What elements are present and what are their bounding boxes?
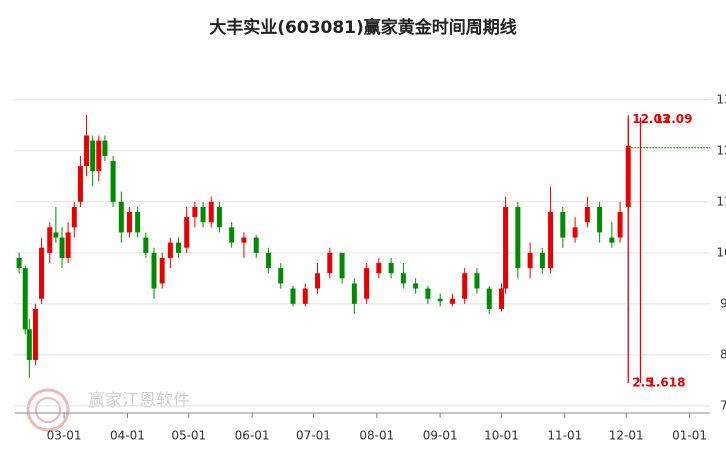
candle-body <box>16 257 22 269</box>
candle-body <box>572 227 578 238</box>
watermark-logo-inner <box>35 397 61 423</box>
candle-body <box>515 206 521 269</box>
x-tick-label: 07-01 <box>296 429 331 443</box>
candle-body <box>135 212 141 233</box>
candle-body <box>339 252 345 279</box>
candle-body <box>59 237 65 258</box>
watermark: 赢家江恩软件 <box>26 388 190 432</box>
candle-body <box>96 140 102 172</box>
candle-body <box>609 237 615 243</box>
candle-body <box>315 273 321 289</box>
candle-body <box>22 268 28 330</box>
candle-body <box>376 263 382 274</box>
candle-body <box>327 252 333 274</box>
candle-body <box>26 329 32 360</box>
x-tick-label: 03-01 <box>47 429 82 443</box>
y-tick-label: 13 <box>716 92 726 106</box>
y-tick-label: 8 <box>720 347 726 361</box>
x-tick-label: 10-01 <box>484 429 519 443</box>
y-tick-label: 10 <box>716 245 726 259</box>
candle-body <box>351 283 357 304</box>
candle-body <box>425 288 431 299</box>
x-tick-label: 11-01 <box>547 429 582 443</box>
chart-title: 大丰实业(603081)赢家黄金时间周期线 <box>209 17 517 38</box>
candle-body <box>449 298 455 304</box>
y-tick-label: 9 <box>720 296 726 310</box>
candle-body <box>126 212 132 233</box>
candle-body <box>253 237 259 253</box>
watermark-text: 赢家江恩软件 <box>88 391 190 411</box>
watermark-logo <box>26 388 70 432</box>
candle-body <box>486 288 492 309</box>
candle-body <box>71 206 77 228</box>
candle-body <box>102 140 108 156</box>
x-tick-label: 08-01 <box>359 429 394 443</box>
candle-body <box>474 273 480 289</box>
cycle-bottom-label: 1.618 <box>648 375 686 389</box>
candle-body <box>229 227 235 243</box>
candle-body <box>597 206 603 233</box>
candle-body <box>364 268 370 299</box>
candle-body <box>184 217 190 248</box>
cycle-top-label: 12.03 <box>632 112 670 126</box>
candle-body <box>617 212 623 238</box>
candle-body <box>159 257 165 284</box>
candle-body <box>527 252 533 269</box>
candle-body <box>400 273 406 284</box>
candle-body <box>503 206 509 289</box>
y-tick-label: 7 <box>720 398 726 412</box>
candle-body <box>32 308 38 360</box>
candle-body <box>499 288 504 309</box>
candle-body <box>302 288 308 304</box>
candle-body <box>290 288 296 304</box>
candle-body <box>151 252 157 289</box>
candle-body <box>176 242 182 253</box>
candle-body <box>539 252 545 269</box>
candle-body <box>90 140 96 172</box>
candle-body <box>53 232 59 238</box>
candle-body <box>47 227 53 253</box>
x-tick-label: 04-01 <box>110 429 145 443</box>
candle-body <box>208 201 214 223</box>
candle-body <box>388 263 394 274</box>
candle-body <box>278 268 284 284</box>
candle-body <box>167 242 173 258</box>
candle-body <box>265 252 271 269</box>
x-tick-label: 06-01 <box>235 429 270 443</box>
x-tick-label: 05-01 <box>171 429 206 443</box>
cycle-top-label: 12.09 <box>655 112 693 126</box>
candle-body <box>437 298 443 302</box>
candle-body <box>143 237 149 253</box>
candle-body <box>560 212 566 238</box>
candle-body <box>77 166 83 202</box>
candle-body <box>65 232 71 258</box>
y-tick-label: 11 <box>716 194 726 208</box>
y-tick-label: 12 <box>716 143 726 157</box>
candle-body <box>192 206 198 218</box>
candle-body <box>241 237 247 243</box>
candle-body <box>216 206 222 228</box>
candle-body <box>84 135 90 167</box>
x-tick-label: 09-01 <box>423 429 458 443</box>
cycle-bottom-label: 2.5 <box>632 375 653 389</box>
candle-body <box>39 247 45 299</box>
candle-body <box>118 201 124 233</box>
candle-body <box>548 212 554 269</box>
candle-body <box>584 206 590 223</box>
candle-body <box>413 283 419 289</box>
candle-body <box>200 206 206 223</box>
x-tick-label: 12-01 <box>609 429 644 443</box>
candle-body <box>462 273 468 299</box>
candle-body <box>110 161 116 202</box>
x-tick-label: 01-01 <box>672 429 707 443</box>
